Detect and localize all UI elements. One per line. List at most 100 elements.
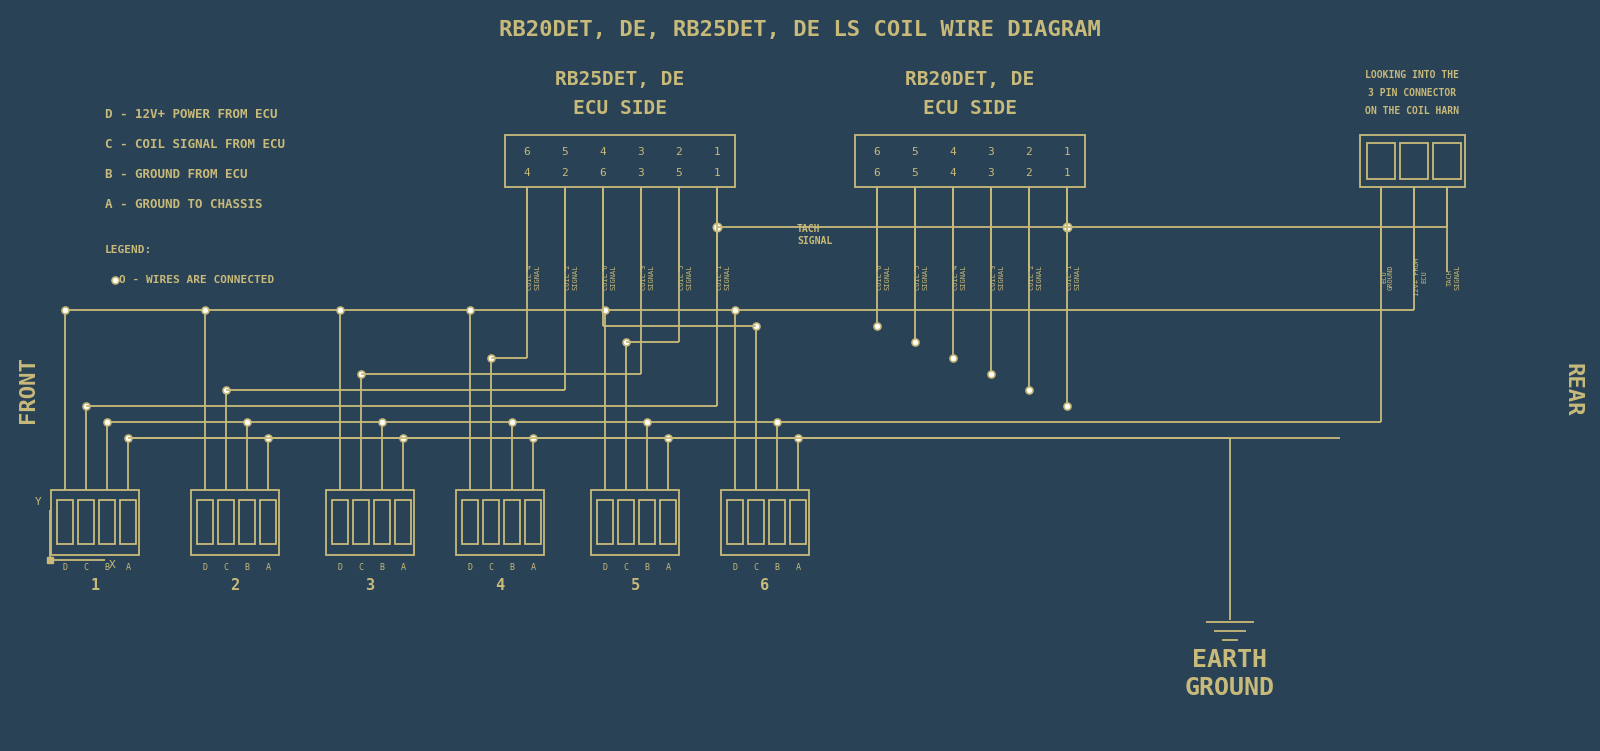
Text: COIL 4
SIGNAL: COIL 4 SIGNAL xyxy=(526,264,541,290)
Text: EARTH: EARTH xyxy=(1192,648,1267,672)
Bar xyxy=(1360,135,1466,187)
Text: A: A xyxy=(125,563,131,572)
Text: 5: 5 xyxy=(562,147,568,157)
Bar xyxy=(374,500,390,544)
Text: GROUND: GROUND xyxy=(1186,676,1275,700)
Bar xyxy=(661,500,675,544)
Text: C: C xyxy=(754,563,758,572)
Text: 5: 5 xyxy=(912,168,918,178)
Text: D: D xyxy=(603,563,608,572)
Text: B: B xyxy=(104,563,109,572)
Bar xyxy=(722,490,810,555)
Bar xyxy=(770,500,786,544)
Text: 2: 2 xyxy=(1026,147,1032,157)
Text: 4: 4 xyxy=(600,147,606,157)
Text: D: D xyxy=(62,563,67,572)
Text: C: C xyxy=(488,563,493,572)
Text: 3: 3 xyxy=(638,168,645,178)
Bar xyxy=(525,500,541,544)
Text: REAR: REAR xyxy=(1562,363,1582,417)
Bar xyxy=(395,500,411,544)
Bar xyxy=(638,500,654,544)
Text: 2: 2 xyxy=(675,147,682,157)
Bar xyxy=(120,500,136,544)
Text: B: B xyxy=(645,563,650,572)
Bar xyxy=(790,500,806,544)
Bar xyxy=(238,500,254,544)
Bar xyxy=(58,500,74,544)
Bar xyxy=(259,500,277,544)
Text: 1: 1 xyxy=(714,168,720,178)
Bar xyxy=(333,500,349,544)
Text: C: C xyxy=(224,563,229,572)
Text: 2: 2 xyxy=(230,578,240,593)
Text: COIL 6
SIGNAL: COIL 6 SIGNAL xyxy=(877,264,890,290)
Text: 5: 5 xyxy=(912,147,918,157)
Text: 4: 4 xyxy=(950,147,957,157)
Text: COIL 2
SIGNAL: COIL 2 SIGNAL xyxy=(565,264,578,290)
Bar xyxy=(1400,143,1429,179)
Text: COIL 3
SIGNAL: COIL 3 SIGNAL xyxy=(990,264,1005,290)
Text: A: A xyxy=(266,563,270,572)
Text: O - WIRES ARE CONNECTED: O - WIRES ARE CONNECTED xyxy=(118,275,274,285)
Text: D: D xyxy=(338,563,342,572)
Bar xyxy=(597,500,613,544)
Text: RB25DET, DE: RB25DET, DE xyxy=(555,71,685,89)
Bar xyxy=(197,500,213,544)
Bar xyxy=(218,500,234,544)
Text: 2: 2 xyxy=(1026,168,1032,178)
Bar xyxy=(51,490,139,555)
Text: 5: 5 xyxy=(675,168,682,178)
Text: B: B xyxy=(774,563,779,572)
Bar xyxy=(854,135,1085,187)
Text: 6: 6 xyxy=(760,578,770,593)
Text: 6: 6 xyxy=(874,147,880,157)
Text: 4: 4 xyxy=(523,168,530,178)
Text: D: D xyxy=(467,563,472,572)
Text: 3: 3 xyxy=(365,578,374,593)
Text: ON THE COIL HARN: ON THE COIL HARN xyxy=(1365,106,1459,116)
Text: 3: 3 xyxy=(987,147,994,157)
Text: 4: 4 xyxy=(496,578,504,593)
Text: 3: 3 xyxy=(638,147,645,157)
Text: 2: 2 xyxy=(562,168,568,178)
Bar xyxy=(1366,143,1395,179)
Text: A: A xyxy=(400,563,405,572)
Text: COIL 1
SIGNAL: COIL 1 SIGNAL xyxy=(717,264,730,290)
Text: TACH
SIGNAL: TACH SIGNAL xyxy=(1446,264,1459,290)
Text: D - 12V+ POWER FROM ECU: D - 12V+ POWER FROM ECU xyxy=(106,108,277,122)
Text: COIL 1
SIGNAL: COIL 1 SIGNAL xyxy=(1067,264,1080,290)
Text: COIL 5
SIGNAL: COIL 5 SIGNAL xyxy=(678,264,691,290)
Bar xyxy=(483,500,499,544)
Bar xyxy=(78,500,94,544)
Bar xyxy=(354,500,370,544)
Text: X: X xyxy=(109,560,115,570)
Text: B: B xyxy=(245,563,250,572)
Text: 1: 1 xyxy=(1064,147,1070,157)
Text: LEGEND:: LEGEND: xyxy=(106,245,152,255)
Text: 6: 6 xyxy=(600,168,606,178)
Bar xyxy=(99,500,115,544)
Text: RB20DET, DE, RB25DET, DE LS COIL WIRE DIAGRAM: RB20DET, DE, RB25DET, DE LS COIL WIRE DI… xyxy=(499,20,1101,40)
Text: A: A xyxy=(531,563,536,572)
Bar xyxy=(326,490,414,555)
Text: 12V+ FROM
ECU: 12V+ FROM ECU xyxy=(1414,258,1427,296)
Bar xyxy=(504,500,520,544)
Bar xyxy=(749,500,765,544)
Bar xyxy=(190,490,278,555)
Bar xyxy=(590,490,678,555)
Text: ECU SIDE: ECU SIDE xyxy=(923,98,1018,117)
Text: COIL 5
SIGNAL: COIL 5 SIGNAL xyxy=(915,264,928,290)
Bar xyxy=(456,490,544,555)
Text: B: B xyxy=(509,563,515,572)
Text: 1: 1 xyxy=(1064,168,1070,178)
Text: A: A xyxy=(795,563,800,572)
Text: TACH
SIGNAL: TACH SIGNAL xyxy=(797,225,832,246)
Bar xyxy=(462,500,478,544)
Text: C: C xyxy=(624,563,629,572)
Bar xyxy=(618,500,634,544)
Text: FRONT: FRONT xyxy=(18,357,38,424)
Text: 1: 1 xyxy=(91,578,99,593)
Text: COIL 4
SIGNAL: COIL 4 SIGNAL xyxy=(954,264,966,290)
Text: A - GROUND TO CHASSIS: A - GROUND TO CHASSIS xyxy=(106,198,262,212)
